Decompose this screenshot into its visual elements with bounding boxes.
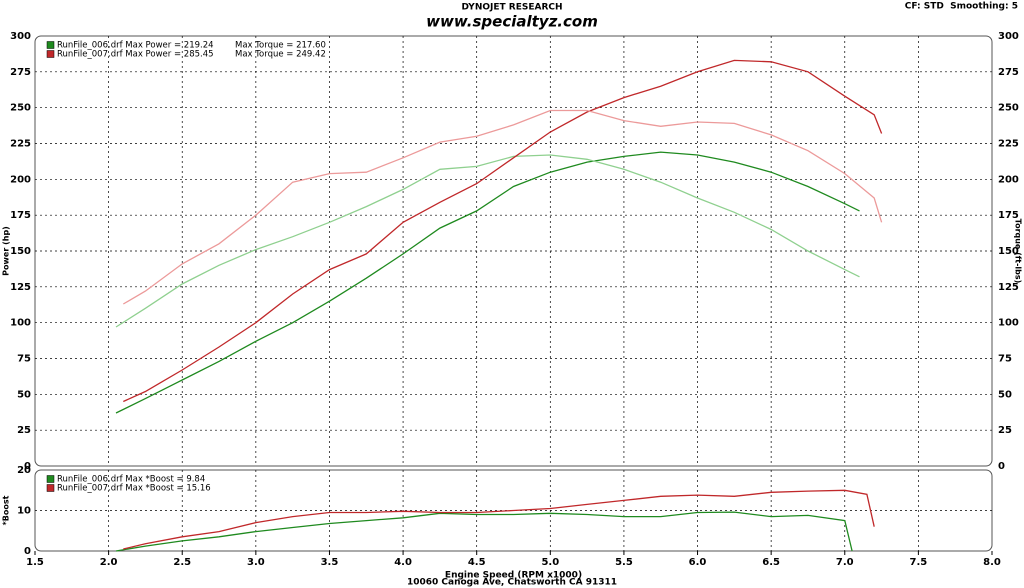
legend-label: Max Torque = 217.60 xyxy=(235,41,326,51)
y-tick-label: 125 xyxy=(10,282,31,293)
y2-tick-label: 0 xyxy=(998,461,1005,472)
x-tick-label: 7.5 xyxy=(910,557,928,568)
y-tick-label: 150 xyxy=(10,246,31,257)
y2-tick-label: 200 xyxy=(998,174,1019,185)
y-tick-label: 225 xyxy=(10,139,31,150)
y2-tick-label: 100 xyxy=(998,318,1019,329)
brand: DYNOJET RESEARCH xyxy=(461,3,562,13)
y-tick-label: 20 xyxy=(17,465,31,476)
y2-tick-label: 275 xyxy=(998,67,1019,78)
footer: 10060 Canoga Ave, Chatsworth CA 91311 xyxy=(407,578,617,588)
x-tick-label: 4.0 xyxy=(394,557,412,568)
x-tick-label: 7.0 xyxy=(836,557,854,568)
x-tick-label: 2.5 xyxy=(173,557,191,568)
legend-label: RunFile_006.drf Max Power = 219.24 xyxy=(57,41,214,51)
x-tick-label: 1.5 xyxy=(26,557,44,568)
y-tick-label: 25 xyxy=(17,425,31,436)
y-tick-label: 50 xyxy=(17,389,31,400)
x-tick-label: 6.0 xyxy=(689,557,707,568)
y-tick-label: 0 xyxy=(24,546,31,557)
y-axis-label: Power (hp) xyxy=(2,226,11,276)
x-tick-label: 6.5 xyxy=(762,557,780,568)
y-tick-label: 10 xyxy=(17,506,31,517)
series-line xyxy=(123,59,883,403)
y2-tick-label: 25 xyxy=(998,425,1012,436)
legend-swatch xyxy=(46,475,55,483)
y-tick-label: 0 xyxy=(24,461,31,472)
y2-tick-label: 125 xyxy=(998,282,1019,293)
settings: CF: STD Smoothing: 5 xyxy=(905,2,1018,12)
y2-tick-label: 250 xyxy=(998,103,1019,114)
series-line xyxy=(115,151,860,414)
x-tick-label: 4.5 xyxy=(468,557,486,568)
legend-label: Max Torque = 249.42 xyxy=(235,50,326,60)
series-line xyxy=(122,109,883,305)
legend-label: RunFile_006.drf Max *Boost = 9.84 xyxy=(57,475,205,485)
x-tick-label: 3.5 xyxy=(321,557,339,568)
y-tick-label: 75 xyxy=(17,354,31,365)
site: www.specialtyz.com xyxy=(426,13,598,31)
y-tick-label: 250 xyxy=(10,103,31,114)
legend-swatch xyxy=(46,41,55,49)
x-tick-label: 2.0 xyxy=(100,557,118,568)
series-line xyxy=(115,154,860,328)
y2-tick-label: 225 xyxy=(998,139,1019,150)
series-line xyxy=(115,511,853,552)
y-tick-label: 100 xyxy=(10,318,31,329)
x-tick-label: 5.0 xyxy=(541,557,559,568)
y2-tick-label: 300 xyxy=(998,31,1019,42)
x-tick-label: 3.0 xyxy=(247,557,265,568)
legend-swatch xyxy=(46,50,55,58)
x-tick-label: 8.0 xyxy=(983,557,1001,568)
y-tick-label: 300 xyxy=(10,31,31,42)
legend-label: RunFile_007.drf Max *Boost = 15.16 xyxy=(57,484,211,494)
x-tick-label: 5.5 xyxy=(615,557,633,568)
y-axis-label: *Boost xyxy=(2,495,11,525)
y-tick-label: 175 xyxy=(10,210,31,221)
legend-swatch xyxy=(46,484,55,492)
y2-tick-label: 50 xyxy=(998,389,1012,400)
legend-label: RunFile_007.drf Max Power = 285.45 xyxy=(57,50,214,60)
y-tick-label: 275 xyxy=(10,67,31,78)
x-axis-label: Engine Speed (RPM x1000) xyxy=(445,571,582,581)
series-line xyxy=(123,489,875,550)
y2-axis-label: Torque (ft-lbs) xyxy=(1014,219,1023,284)
y2-tick-label: 150 xyxy=(998,246,1019,257)
y-tick-label: 200 xyxy=(10,174,31,185)
y2-tick-label: 75 xyxy=(998,354,1012,365)
y2-tick-label: 175 xyxy=(998,210,1019,221)
